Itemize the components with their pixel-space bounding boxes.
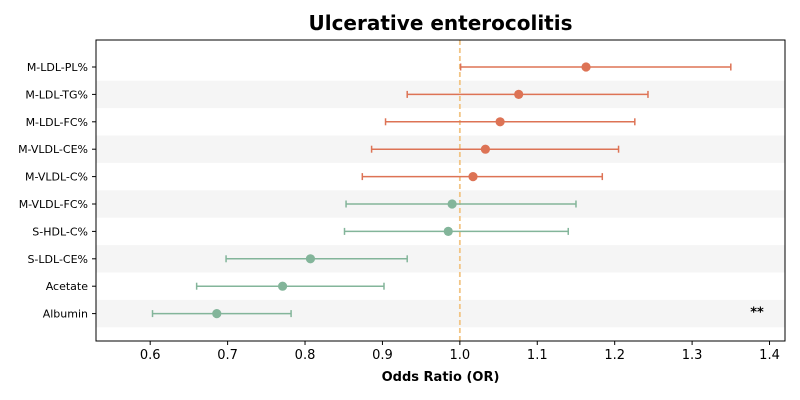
or-point	[443, 226, 453, 236]
ci-marks	[151, 62, 732, 319]
x-tick-label: 1.4	[759, 348, 780, 363]
or-point	[447, 199, 457, 209]
x-tick-label: 1.3	[682, 348, 703, 363]
or-point	[480, 144, 491, 154]
y-tick-label: S-LDL-CE%	[27, 253, 88, 266]
x-tick-label: 1.1	[527, 348, 548, 363]
chart-title: Ulcerative enterocolitis	[308, 11, 572, 35]
y-tick-label: M-LDL-FC%	[26, 116, 88, 129]
or-point	[495, 117, 505, 127]
annotations: **	[750, 306, 764, 321]
plot-frame	[95, 39, 786, 342]
x-tick-label: 1.0	[450, 348, 471, 363]
or-point	[468, 172, 478, 182]
x-tick-label: 1.2	[604, 348, 625, 363]
or-point	[277, 281, 288, 291]
y-tick-label: Acetate	[46, 280, 89, 293]
x-axis-label: Odds Ratio (OR)	[382, 370, 500, 385]
y-tick-label: M-VLDL-CE%	[18, 143, 88, 156]
x-tick-label: 0.8	[295, 348, 316, 363]
y-tick-label: M-LDL-PL%	[27, 61, 88, 74]
y-tick-label: M-LDL-TG%	[25, 88, 88, 101]
x-axis: 0.6 0.7 0.8 0.9 1.0 1.1 1.2 1.3 1.4	[140, 341, 780, 363]
y-axis: M-LDL-PL% M-LDL-TG% M-LDL-FC% M-VLDL-CE% M-V…	[18, 61, 96, 321]
x-tick-label: 0.6	[140, 348, 161, 363]
x-tick-label: 0.7	[217, 348, 238, 363]
y-tick-label: M-VLDL-C%	[25, 171, 88, 184]
y-tick-label: M-VLDL-FC%	[19, 198, 88, 211]
or-point	[581, 62, 591, 72]
significance-annotation: **	[750, 306, 764, 321]
or-point	[305, 254, 316, 264]
row-band	[96, 245, 785, 273]
or-point	[514, 89, 524, 99]
or-point	[212, 309, 222, 319]
x-tick-label: 0.9	[372, 348, 393, 363]
y-tick-label: S-HDL-C%	[32, 225, 88, 238]
y-tick-label: Albumin	[43, 308, 88, 321]
